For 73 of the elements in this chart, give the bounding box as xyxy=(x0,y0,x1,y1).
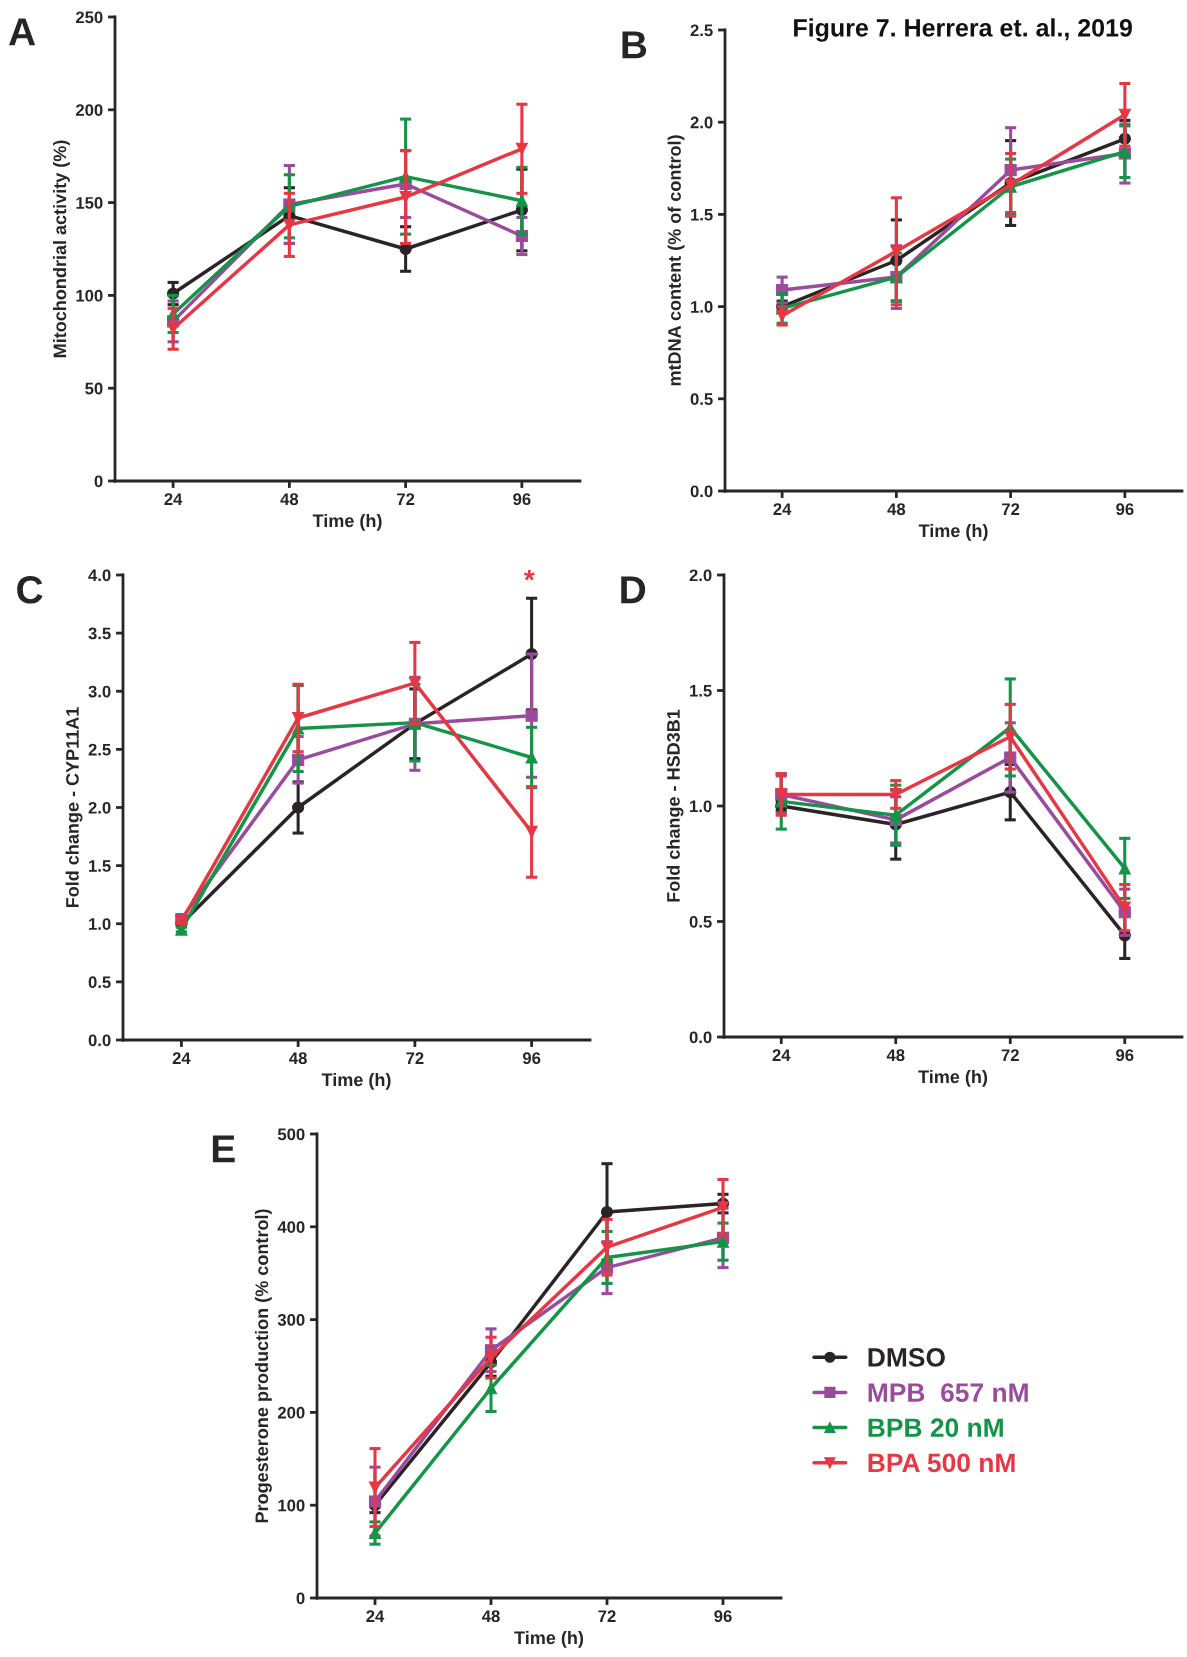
x-tick-label: 24 xyxy=(772,1049,791,1061)
y-axis-title: Mitochondrial activity (%) xyxy=(53,140,70,358)
x-tick-label: 96 xyxy=(1116,503,1134,516)
y-tick-label: 1.0 xyxy=(89,918,111,930)
y-tick-label: 1.5 xyxy=(89,860,111,872)
y-tick-label: 250 xyxy=(75,11,103,24)
chart-title: C xyxy=(17,576,43,604)
x-axis-title: Time (h) xyxy=(321,1072,391,1090)
x-tick-label: 96 xyxy=(522,1052,541,1065)
y-tick-label: 4.0 xyxy=(88,569,111,582)
x-tick-label: 24 xyxy=(773,503,792,515)
y-tick-label: 0 xyxy=(94,475,103,488)
y-axis-title: Progesterone production (% control) xyxy=(254,1209,272,1523)
x-tick-label: 48 xyxy=(280,493,299,506)
y-axis-title: Fold change - CYP11A1 xyxy=(65,707,83,908)
y-tick-label: 0.5 xyxy=(88,976,111,989)
y-tick-label: 1.0 xyxy=(691,301,713,313)
x-axis-title: Time (h) xyxy=(312,513,382,531)
x-axis-title: Time (h) xyxy=(918,1069,988,1087)
x-tick-label: 72 xyxy=(1002,503,1020,515)
legend-label: DMSO xyxy=(868,1348,945,1367)
y-tick-label: 0.0 xyxy=(689,1031,712,1044)
y-tick-label: 0.0 xyxy=(690,485,713,498)
x-tick-label: 48 xyxy=(887,503,906,516)
y-tick-label: 200 xyxy=(75,104,103,116)
x-axis-title: Time (h) xyxy=(514,1630,584,1648)
y-axis-title: mtDNA content (% of control) xyxy=(667,135,685,386)
x-tick-label: 72 xyxy=(397,493,415,505)
legend-label: MPB 657 nM xyxy=(868,1383,1028,1402)
y-tick-label: 50 xyxy=(85,382,103,395)
x-tick-label: 96 xyxy=(714,1610,732,1623)
y-tick-label: 3.5 xyxy=(88,627,111,640)
x-tick-label: 24 xyxy=(172,1052,191,1064)
y-tick-label: 400 xyxy=(277,1221,305,1233)
annotation: Figure 7. Herrera et. al., 2019 xyxy=(794,18,1132,42)
y-tick-label: 2.5 xyxy=(690,24,713,37)
y-tick-label: 3.0 xyxy=(88,685,111,698)
y-tick-label: 100 xyxy=(278,1499,305,1512)
y-tick-label: 100 xyxy=(76,289,103,302)
y-tick-label: 2.5 xyxy=(88,743,111,756)
chart-title: D xyxy=(621,576,646,604)
x-tick-label: 96 xyxy=(513,493,531,506)
y-tick-label: 200 xyxy=(277,1406,305,1419)
y-tick-label: 0.5 xyxy=(690,393,713,405)
chart-title: E xyxy=(212,1135,235,1163)
legend-label: BPA 500 nM xyxy=(868,1453,1015,1473)
x-tick-label: 48 xyxy=(289,1052,307,1065)
y-tick-label: 2.0 xyxy=(690,116,713,129)
x-tick-label: 96 xyxy=(1116,1049,1134,1062)
y-tick-label: 1.5 xyxy=(690,685,712,697)
y-axis-title: Fold change - HSD3B1 xyxy=(666,709,684,902)
y-tick-label: 0.5 xyxy=(689,915,712,928)
x-axis-title: Time (h) xyxy=(918,523,988,541)
x-tick-label: 72 xyxy=(1001,1049,1019,1061)
y-tick-label: 150 xyxy=(76,197,103,209)
chart-title: B xyxy=(622,31,647,59)
y-tick-label: 2.0 xyxy=(689,569,712,582)
legend-label: BPB 20 nM xyxy=(868,1418,1003,1438)
chart-title: A xyxy=(9,18,36,46)
y-tick-label: 1.0 xyxy=(690,800,712,813)
y-tick-label: 300 xyxy=(277,1314,305,1326)
y-tick-label: 2.0 xyxy=(88,801,111,814)
y-tick-label: 500 xyxy=(277,1128,305,1141)
y-tick-label: 1.5 xyxy=(691,208,713,221)
y-tick-label: 0 xyxy=(296,1592,305,1605)
x-tick-label: 72 xyxy=(406,1052,424,1064)
y-tick-label: 0.0 xyxy=(88,1034,111,1047)
x-tick-label: 48 xyxy=(481,1610,500,1623)
x-tick-label: 24 xyxy=(164,493,183,505)
annotation: * xyxy=(523,570,535,581)
x-tick-label: 24 xyxy=(366,1610,385,1622)
x-tick-label: 48 xyxy=(886,1049,905,1062)
x-tick-label: 72 xyxy=(598,1610,616,1622)
